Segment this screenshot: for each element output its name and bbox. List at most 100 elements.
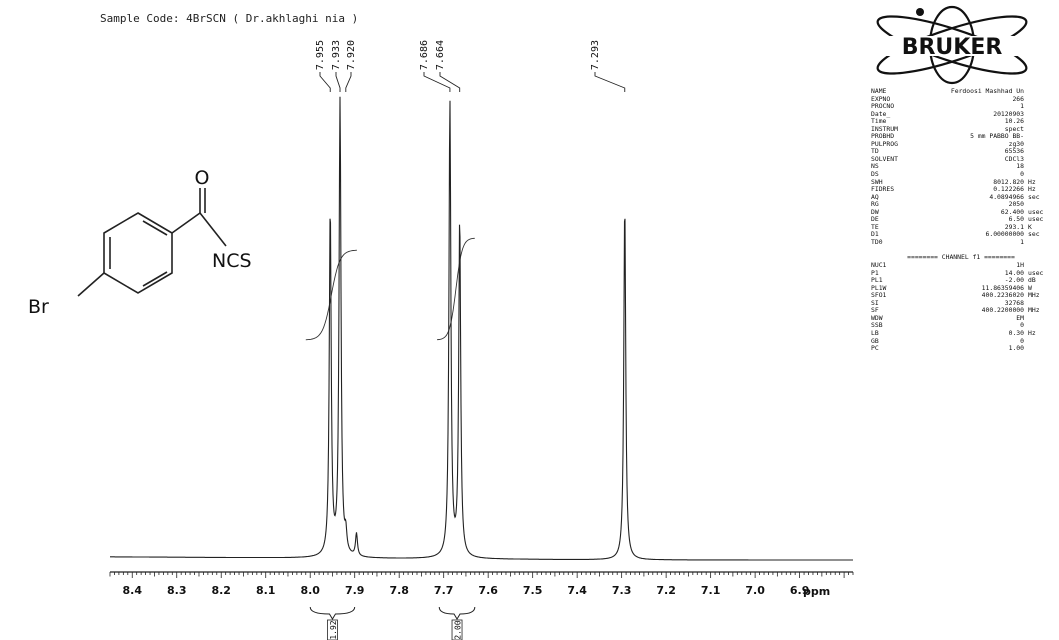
param-value: 1H	[1016, 261, 1024, 270]
param-key: DW	[871, 207, 879, 216]
tick-label: 8.1	[256, 584, 276, 597]
param-value: zg30	[1008, 139, 1024, 148]
param-row: SF 400.2200000 MHz	[871, 307, 1056, 315]
param-key: SWH	[871, 177, 883, 186]
param-row: Date_ 20120903	[871, 109, 1056, 119]
ring-double-bond-2	[142, 271, 168, 287]
param-row: INSTRUM spect	[871, 124, 1056, 134]
param-row: NUC1 1H	[871, 261, 1056, 270]
param-value: 10.26	[1004, 117, 1024, 126]
tick-label: 7.9	[345, 584, 365, 597]
peak-label: 7.955	[315, 40, 326, 70]
param-key: NAME	[871, 87, 887, 95]
param-unit: dB	[1028, 276, 1036, 285]
peak-leader	[319, 72, 331, 92]
ring-carbonyl-bond	[171, 212, 201, 234]
oxygen-label: O	[195, 167, 210, 189]
param-value: 18	[1016, 162, 1024, 171]
param-value: CDCl3	[1004, 154, 1024, 163]
param-row: TE 293.1 K	[871, 222, 1056, 232]
param-row: D1 6.00000000 sec	[871, 231, 1056, 239]
param-value: 11.86359406	[981, 283, 1024, 292]
peak-labels: 7.955 7.933 7.920 7.686 7.664 7.293	[315, 40, 626, 92]
param-row: PC 1.00	[871, 344, 1056, 353]
param-unit: W	[1028, 283, 1032, 292]
param-row: NAME Ferdoosi Mashhad Un	[871, 87, 1056, 96]
param-row: SFO1 400.2236020 MHz	[871, 292, 1056, 300]
peak-leader	[335, 72, 341, 92]
param-value: 293.1	[1004, 222, 1024, 231]
acquisition-parameters: NAME Ferdoosi Mashhad Un EXPNO 266 PROCNO 1 Da…	[871, 87, 1056, 353]
param-value: 4.0894966	[989, 192, 1024, 201]
integral-marks: 1.92 2.00	[309, 606, 476, 640]
param-row: GB 0	[871, 337, 1056, 346]
param-key: FIDRES	[871, 185, 895, 194]
tick-label: 7.3	[612, 584, 632, 597]
param-row: SOLVENT CDCl3	[871, 154, 1056, 164]
integral-box	[451, 619, 463, 640]
param-row: DS 0	[871, 170, 1056, 179]
tick-label: 7.1	[701, 584, 721, 597]
peak-label: 7.664	[435, 40, 446, 70]
param-row: WDW EM	[871, 314, 1056, 323]
param-key: Date_	[871, 109, 891, 118]
param-value: 2050	[1008, 200, 1024, 209]
param-value: 0.30	[1008, 328, 1024, 337]
param-row: RG 2050	[871, 201, 1056, 209]
param-row: PL1 -2.00 dB	[871, 277, 1056, 285]
ncs-label: NCS	[212, 250, 252, 272]
integral-value: 2.00	[454, 620, 463, 639]
tick-label: 7.5	[523, 584, 543, 597]
bruker-logo-text: BRUKER	[902, 35, 1003, 60]
parameters-channel-block: NUC1 1H P1 14.00 usec PL1 -2.00 dB PL1W 11.863594…	[871, 261, 1056, 353]
peak-leader	[345, 72, 352, 92]
param-key: INSTRUM	[871, 124, 898, 133]
benzene-ring	[103, 212, 173, 294]
integral-value: 1.92	[329, 620, 338, 639]
bruker-logo: BRUKER	[876, 5, 1028, 85]
sample-code-label: Sample Code: 4BrSCN ( Dr.akhlaghi nia )	[100, 12, 359, 25]
peak-leader	[439, 72, 461, 92]
param-unit: K	[1028, 222, 1032, 231]
param-key: SFO1	[871, 291, 887, 300]
param-key: LB	[871, 328, 879, 337]
param-value: spect	[1004, 124, 1024, 133]
param-key: DS	[871, 170, 879, 179]
param-key: AQ	[871, 192, 879, 201]
param-value: 8012.820	[993, 177, 1024, 186]
bromine-label: Br	[28, 296, 49, 318]
integral-curve	[437, 237, 475, 341]
param-key: SF	[871, 306, 879, 315]
integral-bracket	[309, 606, 356, 620]
param-key: D1	[871, 230, 879, 239]
param-value: 65536	[1004, 147, 1024, 156]
param-value: -2.00	[1004, 276, 1024, 285]
param-key: P1	[871, 268, 879, 277]
param-unit: usec	[1028, 215, 1044, 224]
tick-label: 7.6	[478, 584, 498, 597]
param-value: 0	[1020, 170, 1024, 179]
param-key: EXPNO	[871, 94, 891, 103]
param-key: TD0	[871, 237, 883, 246]
param-value: 14.00	[1004, 268, 1024, 277]
param-value: 6.50	[1008, 215, 1024, 224]
param-row: P1 14.00 usec	[871, 268, 1056, 278]
ring-double-bond-3	[142, 220, 168, 236]
param-value: 400.2200000	[981, 306, 1024, 315]
param-unit: sec	[1028, 230, 1040, 239]
tick-label: 6.9	[790, 584, 810, 597]
param-value: Ferdoosi Mashhad Un	[950, 87, 1024, 95]
param-key: PULPROG	[871, 139, 898, 148]
carbon-nitrogen-bond	[199, 212, 227, 247]
param-row: DE 6.50 usec	[871, 216, 1056, 224]
param-key: SSB	[871, 321, 883, 330]
param-key: RG	[871, 200, 879, 209]
param-value: 62.400	[1000, 207, 1024, 216]
param-key: PL1W	[871, 283, 887, 292]
param-value: 400.2236020	[981, 291, 1024, 300]
param-key: SI	[871, 298, 879, 307]
tick-label: 8.0	[300, 584, 320, 597]
peak-label: 7.933	[331, 40, 342, 70]
parameters-top-block: NAME Ferdoosi Mashhad Un EXPNO 266 PROCNO 1 Da…	[871, 87, 1056, 246]
param-key: NUC1	[871, 261, 887, 270]
